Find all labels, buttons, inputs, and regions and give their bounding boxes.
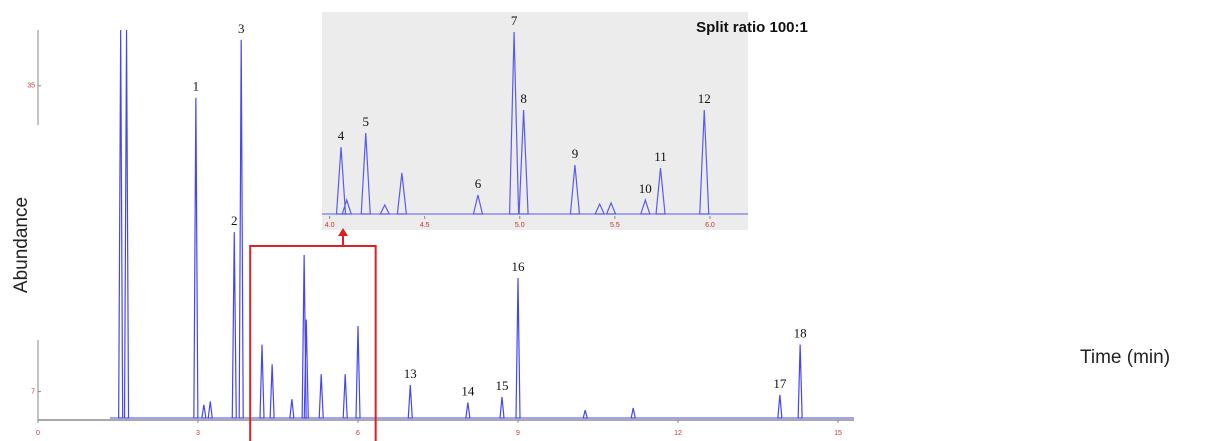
peak-label: 5 [362, 114, 369, 129]
peak [699, 110, 710, 215]
peak-label: 12 [698, 91, 711, 106]
peak-label: 4 [338, 128, 345, 143]
x-tick-label: 12 [674, 430, 682, 437]
x-tick-label: 6.0 [705, 222, 715, 229]
y-axis-title: Abundance [11, 197, 32, 293]
peak [379, 203, 391, 215]
peak [118, 29, 124, 419]
x-tick-label: 15 [834, 430, 842, 437]
peak-label: 15 [496, 378, 509, 393]
peak [777, 394, 783, 419]
peak [341, 198, 353, 215]
peak [342, 374, 348, 419]
peak-label: 14 [461, 384, 475, 399]
peak [123, 29, 130, 419]
peak [207, 401, 213, 419]
y-tick-label: 35 [27, 83, 35, 90]
peak [318, 374, 324, 419]
peak [655, 167, 666, 215]
peak [201, 404, 207, 419]
peak [238, 39, 244, 419]
zoom-arrow-head [338, 228, 348, 236]
peak-label: 3 [238, 21, 245, 36]
x-tick-label: 6 [356, 430, 360, 437]
peak [630, 407, 636, 419]
peak [639, 198, 651, 215]
x-axis-title: Time (min) [1080, 347, 1170, 368]
peak [582, 410, 588, 419]
peak-label: 17 [773, 376, 787, 391]
peak [499, 397, 505, 419]
peak [269, 364, 275, 419]
x-tick-label: 3 [196, 430, 200, 437]
inset-background [322, 12, 748, 230]
x-tick-label: 0 [36, 430, 40, 437]
peak-label: 7 [511, 13, 518, 28]
peak [515, 277, 521, 419]
peak [396, 172, 408, 215]
peak-label: 8 [520, 91, 527, 106]
x-tick-label: 4.0 [325, 222, 335, 229]
y-tick-label: 7 [31, 388, 35, 395]
peak [797, 344, 803, 419]
inset-title: Split ratio 100:1 [696, 19, 808, 36]
peak [259, 344, 265, 419]
peak-label: 9 [572, 146, 579, 161]
peak-label: 16 [512, 259, 526, 274]
peak [289, 399, 295, 419]
peak [594, 202, 606, 215]
peak [508, 32, 520, 215]
x-tick-label: 5.5 [610, 222, 620, 229]
peak-label: 1 [193, 79, 200, 94]
peak-label: 6 [475, 176, 482, 191]
peak-label: 11 [654, 149, 667, 164]
peak-label: 2 [231, 213, 238, 228]
peak [231, 232, 237, 419]
peak [360, 133, 371, 215]
peak-label: 18 [794, 326, 807, 341]
peak [518, 110, 529, 215]
peak [193, 97, 199, 419]
x-tick-label: 9 [516, 430, 520, 437]
peak-label: 13 [404, 366, 417, 381]
peak [407, 385, 413, 419]
peak [605, 201, 617, 215]
peak [355, 326, 361, 419]
peak [335, 146, 347, 215]
x-tick-label: 4.5 [420, 222, 430, 229]
zoom-region [249, 245, 377, 441]
peak [472, 194, 484, 215]
peak [303, 319, 309, 419]
peak [465, 402, 471, 419]
peak-label: 10 [639, 181, 652, 196]
peak [569, 165, 581, 215]
x-tick-label: 5.0 [515, 222, 525, 229]
